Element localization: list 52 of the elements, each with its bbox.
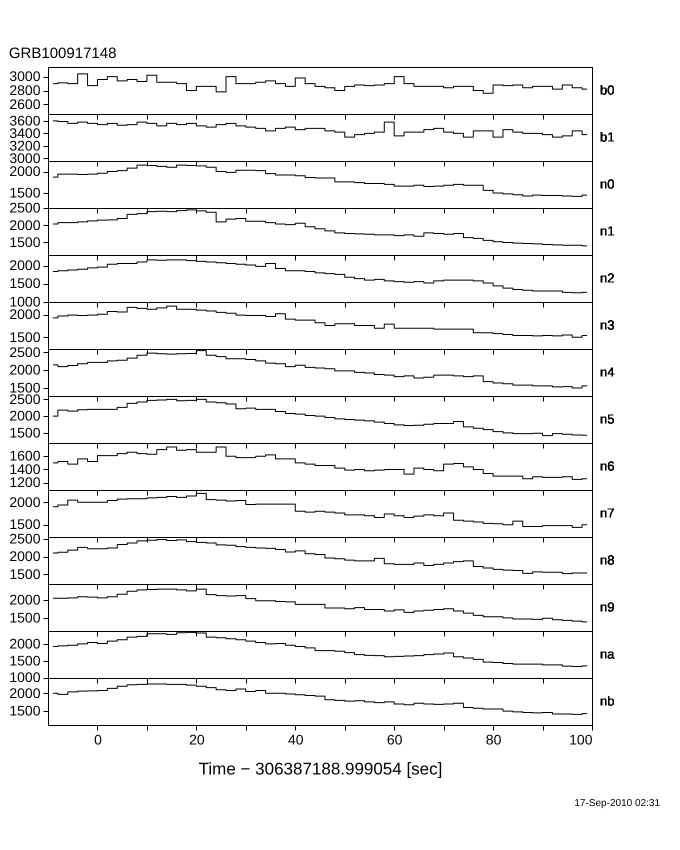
series-label: n9 xyxy=(600,600,614,614)
series-label: n7 xyxy=(600,506,614,520)
y-tick-label: 1500 xyxy=(9,184,41,200)
x-tick-label: 40 xyxy=(288,732,304,748)
y-tick-label: 2600 xyxy=(9,96,41,112)
y-tick-label: 1500 xyxy=(9,328,41,345)
y-tick-label: 1500 xyxy=(9,424,41,440)
chart-title: GRB100917148 xyxy=(8,45,116,62)
y-tick-label: 1500 xyxy=(9,379,41,396)
series-label: b0 xyxy=(600,82,614,98)
series-label: n2 xyxy=(600,270,614,286)
y-tick-label: 2500 xyxy=(9,200,41,216)
x-tick-label: 0 xyxy=(94,732,102,748)
y-tick-label: 2000 xyxy=(9,216,41,233)
x-tick-label: 100 xyxy=(569,732,593,748)
y-tick-label: 3000 xyxy=(9,68,41,84)
y-tick-label: 2000 xyxy=(9,257,41,274)
y-tick-label: 1500 xyxy=(9,234,41,250)
series-label: n4 xyxy=(600,364,614,380)
text: 17-Sep-2010 02:31 xyxy=(574,798,660,809)
series-label: na xyxy=(600,646,616,662)
y-tick-label: 1500 xyxy=(9,516,41,532)
y-tick-label: 2500 xyxy=(9,344,41,360)
x-axis-title: Time − 306387188.999054 [sec] xyxy=(198,760,442,778)
y-tick-label: 1000 xyxy=(9,669,41,686)
series-label: n8 xyxy=(600,552,614,568)
series-label: n0 xyxy=(600,176,614,192)
y-tick-label: 2000 xyxy=(9,635,41,652)
y-tick-label: 2000 xyxy=(9,362,41,378)
y-tick-label: 1500 xyxy=(9,275,41,292)
y-tick-label: 2000 xyxy=(9,548,41,564)
y-tick-label: 2000 xyxy=(9,163,41,180)
y-tick-label: 1500 xyxy=(9,566,41,582)
y-tick-label: 1500 xyxy=(9,610,41,626)
y-tick-label: 2500 xyxy=(9,530,41,546)
y-tick-label: 1500 xyxy=(9,652,41,668)
y-tick-label: 2000 xyxy=(9,592,41,608)
series-label: n5 xyxy=(600,412,614,426)
series-label: b1 xyxy=(600,130,614,144)
x-tick-label: 60 xyxy=(386,732,403,748)
y-tick-label: 1500 xyxy=(9,702,41,719)
series-label: nb xyxy=(600,694,614,708)
y-tick-label: 1200 xyxy=(9,474,41,490)
y-tick-label: 2000 xyxy=(9,494,41,510)
series-label: n1 xyxy=(600,224,614,238)
x-tick-label: 20 xyxy=(189,732,205,748)
y-tick-label: 2000 xyxy=(9,408,41,424)
y-tick-label: 2000 xyxy=(9,684,41,701)
y-tick-label: 2800 xyxy=(9,82,41,98)
series-label: n3 xyxy=(600,318,614,332)
series-label: n6 xyxy=(600,458,614,474)
x-tick-label: 80 xyxy=(486,732,502,748)
